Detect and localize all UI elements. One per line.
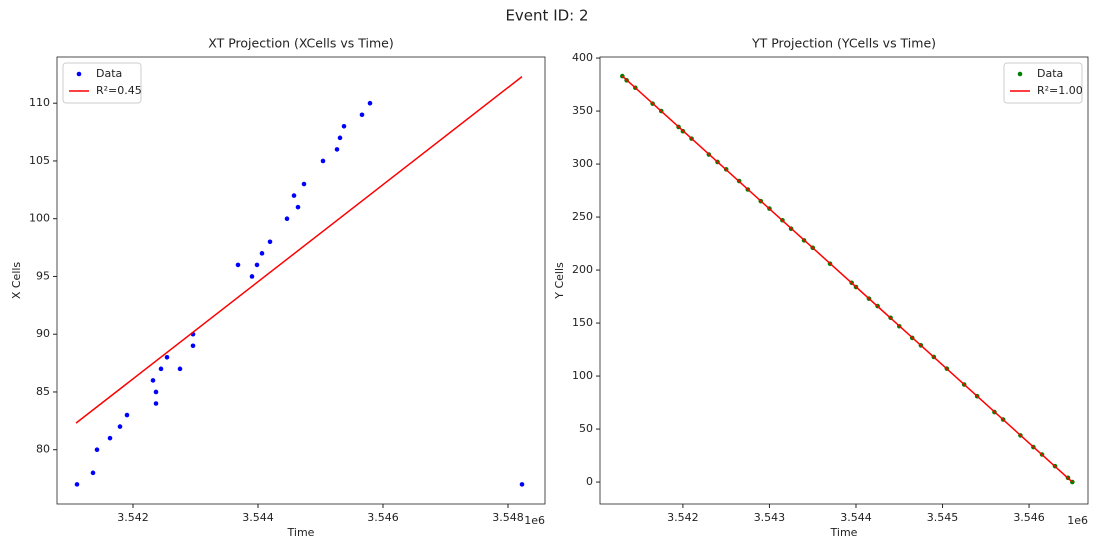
- data-point: [107, 435, 113, 441]
- y-tick-label: 300: [572, 157, 593, 170]
- x-tick-label: 3.544: [242, 511, 274, 524]
- y-tick-label: 85: [36, 385, 50, 398]
- y-tick-label: 200: [572, 263, 593, 276]
- axes-title: XT Projection (XCells vs Time): [208, 36, 393, 51]
- y-tick-label: 400: [572, 51, 593, 64]
- data-point: [367, 100, 373, 106]
- x-tick-label: 3.542: [117, 511, 149, 524]
- legend-marker: [76, 71, 82, 77]
- data-point: [90, 470, 96, 476]
- axes-title: YT Projection (YCells vs Time): [751, 36, 936, 51]
- plot-area: [74, 76, 525, 487]
- figure-title: Event ID: 2: [505, 7, 588, 25]
- x-tick-label: 3.548: [492, 511, 524, 524]
- legend-box: [1003, 62, 1083, 104]
- data-point: [254, 262, 260, 268]
- data-point: [235, 262, 241, 268]
- data-point: [267, 239, 273, 245]
- y-tick-label: 110: [29, 96, 50, 109]
- data-point: [153, 389, 159, 395]
- x-axis-label: Time: [287, 526, 315, 539]
- x-tick-label: 3.544: [840, 511, 872, 524]
- legend-box: [62, 62, 142, 104]
- data-point: [284, 216, 290, 222]
- data-point: [359, 112, 365, 118]
- y-tick-label: 100: [572, 369, 593, 382]
- y-tick-label: 350: [572, 104, 593, 117]
- fit-line: [75, 76, 523, 424]
- x-tick-label: 3.545: [927, 511, 959, 524]
- data-point: [259, 251, 265, 256]
- data-point: [341, 124, 347, 129]
- data-point: [301, 181, 307, 187]
- data-point: [337, 135, 343, 141]
- data-point: [295, 204, 301, 210]
- legend-label: Data: [1037, 67, 1063, 80]
- fit-line: [621, 75, 1073, 483]
- y-tick-label: 0: [586, 475, 593, 488]
- axes-frame: [599, 56, 1089, 505]
- y-tick-label: 90: [36, 327, 50, 340]
- legend-label: R²=0.45: [96, 84, 142, 97]
- data-point: [117, 424, 123, 429]
- data-point: [519, 482, 525, 487]
- legend-label: Data: [96, 67, 122, 80]
- y-tick-label: 95: [36, 269, 50, 282]
- x-tick-label: 3.543: [754, 511, 786, 524]
- data-point: [320, 158, 326, 164]
- x-offset-label: 1e6: [524, 514, 545, 527]
- x-offset-label: 1e6: [1067, 514, 1088, 527]
- data-point: [334, 147, 340, 152]
- y-axis-label: X Cells: [10, 262, 23, 300]
- x-axis-label: Time: [830, 526, 858, 539]
- data-point: [124, 412, 130, 418]
- x-tick-label: 3.546: [1013, 511, 1045, 524]
- legend-marker: [1017, 71, 1023, 77]
- y-tick-label: 100: [29, 212, 50, 225]
- data-point: [158, 366, 164, 372]
- data-point: [177, 366, 183, 372]
- data-point: [150, 378, 156, 383]
- y-tick-label: 150: [572, 316, 593, 329]
- data-point: [291, 193, 297, 198]
- data-point: [94, 447, 100, 453]
- y-tick-label: 250: [572, 210, 593, 223]
- legend-label: R²=1.00: [1037, 84, 1083, 97]
- data-point: [153, 401, 159, 406]
- y-tick-label: 80: [36, 443, 50, 456]
- data-point: [164, 355, 170, 360]
- data-point: [190, 343, 196, 349]
- y-axis-label: Y Cells: [553, 262, 566, 300]
- plot-area: [620, 73, 1075, 485]
- data-point: [249, 274, 255, 279]
- y-tick-label: 105: [29, 154, 50, 167]
- data-point: [74, 482, 80, 487]
- x-tick-label: 3.546: [367, 511, 399, 524]
- x-tick-label: 3.542: [667, 511, 699, 524]
- axes-frame: [56, 56, 546, 505]
- y-tick-label: 50: [579, 422, 593, 435]
